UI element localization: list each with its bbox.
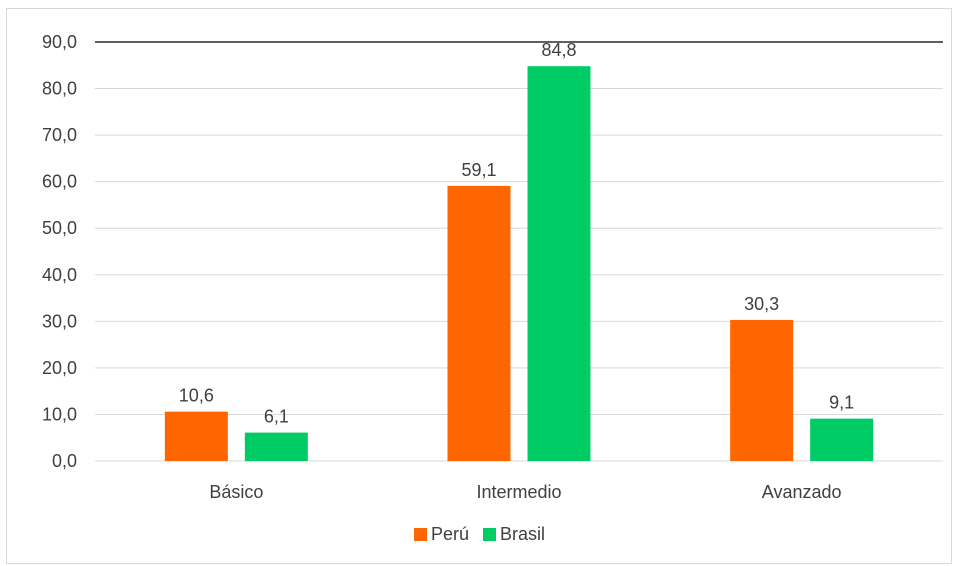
data-label: 84,8 — [541, 40, 576, 60]
data-label: 30,3 — [744, 294, 779, 314]
x-tick-label: Intermedio — [476, 482, 561, 502]
legend: Perú Brasil — [414, 524, 545, 544]
y-tick-label: 40,0 — [42, 265, 77, 285]
data-label: 9,1 — [829, 393, 854, 413]
category-labels: Básico Intermedio Avanzado — [209, 482, 841, 502]
y-tick-label: 0,0 — [52, 451, 77, 471]
data-label: 10,6 — [179, 386, 214, 406]
legend-label: Perú — [431, 524, 469, 544]
bar — [244, 432, 308, 461]
gridlines — [95, 41, 943, 462]
legend-swatch — [414, 528, 427, 541]
x-tick-label: Avanzado — [762, 482, 842, 502]
bars — [164, 66, 874, 461]
legend-label: Brasil — [500, 524, 545, 544]
legend-swatch — [483, 528, 496, 541]
y-tick-label: 90,0 — [42, 32, 77, 52]
x-tick-label: Básico — [209, 482, 263, 502]
bar — [810, 418, 874, 461]
bar — [164, 411, 228, 461]
data-label: 6,1 — [264, 407, 289, 427]
y-tick-label: 70,0 — [42, 125, 77, 145]
bar — [730, 319, 794, 461]
y-tick-label: 80,0 — [42, 79, 77, 99]
y-tick-label: 30,0 — [42, 311, 77, 331]
y-tick-label: 50,0 — [42, 218, 77, 238]
y-tick-label: 10,0 — [42, 404, 77, 424]
y-tick-label: 60,0 — [42, 172, 77, 192]
y-tick-label: 20,0 — [42, 358, 77, 378]
data-labels: 10,6 6,1 59,1 84,8 30,3 9,1 — [179, 40, 854, 426]
bar — [527, 66, 591, 461]
bar — [447, 185, 511, 461]
y-axis-ticks: 0,0 10,0 20,0 30,0 40,0 50,0 60,0 70,0 80,0 90,0 — [42, 32, 77, 471]
data-label: 59,1 — [461, 160, 496, 180]
